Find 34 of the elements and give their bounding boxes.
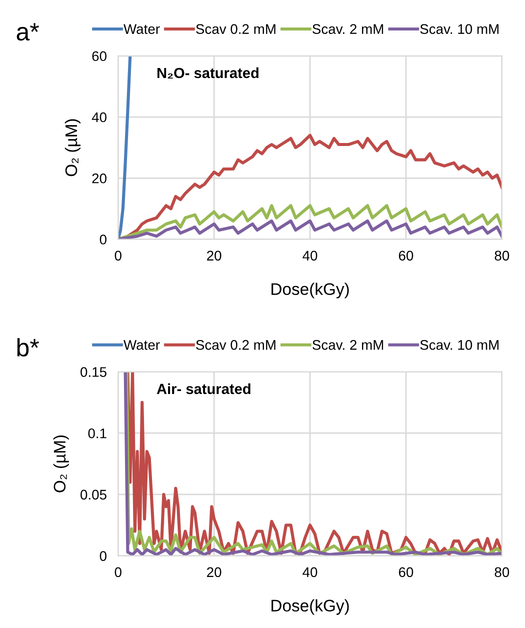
legend-label: Scav. 10 mM — [420, 340, 498, 350]
legend-label: Scav 0.2 mM — [196, 340, 276, 350]
x-tick-label: 0 — [114, 250, 122, 261]
x-axis-title: Dose(kGy) — [272, 599, 349, 615]
y-axis-title: O₂ (µM) — [64, 119, 80, 176]
x-axis-title: Dose(kGy) — [272, 282, 349, 298]
y-tick-label: 0.05 — [80, 490, 106, 500]
x-tick-label: 60 — [398, 250, 414, 261]
x-tick-label: 20 — [207, 250, 222, 261]
y-tick-label: 60 — [92, 51, 106, 62]
y-tick-label: 20 — [92, 173, 106, 184]
chart-title: a* — [16, 23, 39, 41]
y-tick-label: 0 — [100, 234, 106, 244]
legend-label: Scav 0.2 mM — [196, 24, 276, 34]
x-tick-label: 80 — [494, 567, 510, 578]
y-tick-label: 0.1 — [88, 428, 106, 438]
annotation: N₂O- saturated — [157, 67, 258, 78]
legend-label: Scav. 10 mM — [420, 24, 498, 34]
x-tick-label: 80 — [494, 250, 510, 261]
x-tick-label: 60 — [398, 567, 414, 578]
annotation: Air- saturated — [156, 383, 250, 394]
y-tick-label: 40 — [92, 112, 106, 122]
legend-label: Water — [124, 24, 160, 34]
legend-label: Water — [124, 340, 160, 350]
x-tick-label: 0 — [114, 567, 122, 578]
x-tick-label: 40 — [302, 567, 318, 578]
legend-label: Scav. 2 mM — [312, 340, 384, 350]
x-tick-label: 20 — [207, 567, 222, 578]
legend-label: Scav. 2 mM — [312, 24, 384, 34]
x-tick-label: 40 — [302, 250, 318, 261]
y-axis-title: O₂ (µM) — [53, 435, 69, 492]
y-tick-label: 0 — [100, 551, 106, 561]
y-tick-label: 0.15 — [80, 367, 106, 377]
chart-title: b* — [17, 338, 39, 357]
